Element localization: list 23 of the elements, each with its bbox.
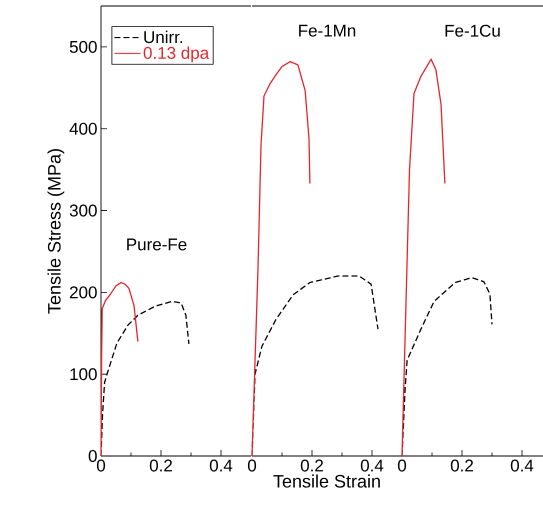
y-tick-label: 0 [88,450,97,462]
x-tick-label: 0.2 [150,460,172,472]
y-tick-label: 100 [70,368,97,380]
y-tick-label: 400 [69,122,97,135]
y-axis-title: Tensile Stress (MPa) [47,149,64,314]
y-tick-label: 200 [70,286,97,298]
x-axis-title: Tensile Strain [273,474,380,488]
x-tick-label: 0.4 [360,460,384,472]
x-tick-label: 0 [96,460,106,472]
x-tick-label: 0 [398,460,406,472]
x-tick-label: 0.2 [300,460,323,472]
y-tick-label: 300 [70,204,97,217]
annotation: Fe-1Mn [299,24,356,37]
annotation: Pure-Fe [127,238,186,250]
x-tick-label: 0.4 [510,460,534,472]
x-tick-label: 0 [248,460,256,472]
y-tick-label: 500 [70,40,97,53]
x-tick-label: 0.4 [210,460,232,472]
legend-label: Unirr. [144,30,182,44]
x-tick-label: 0.2 [450,460,473,472]
annotation: Fe-1Cu [446,24,500,37]
legend-label: 0.13 dpa [144,46,210,62]
line-series [100,282,139,457]
